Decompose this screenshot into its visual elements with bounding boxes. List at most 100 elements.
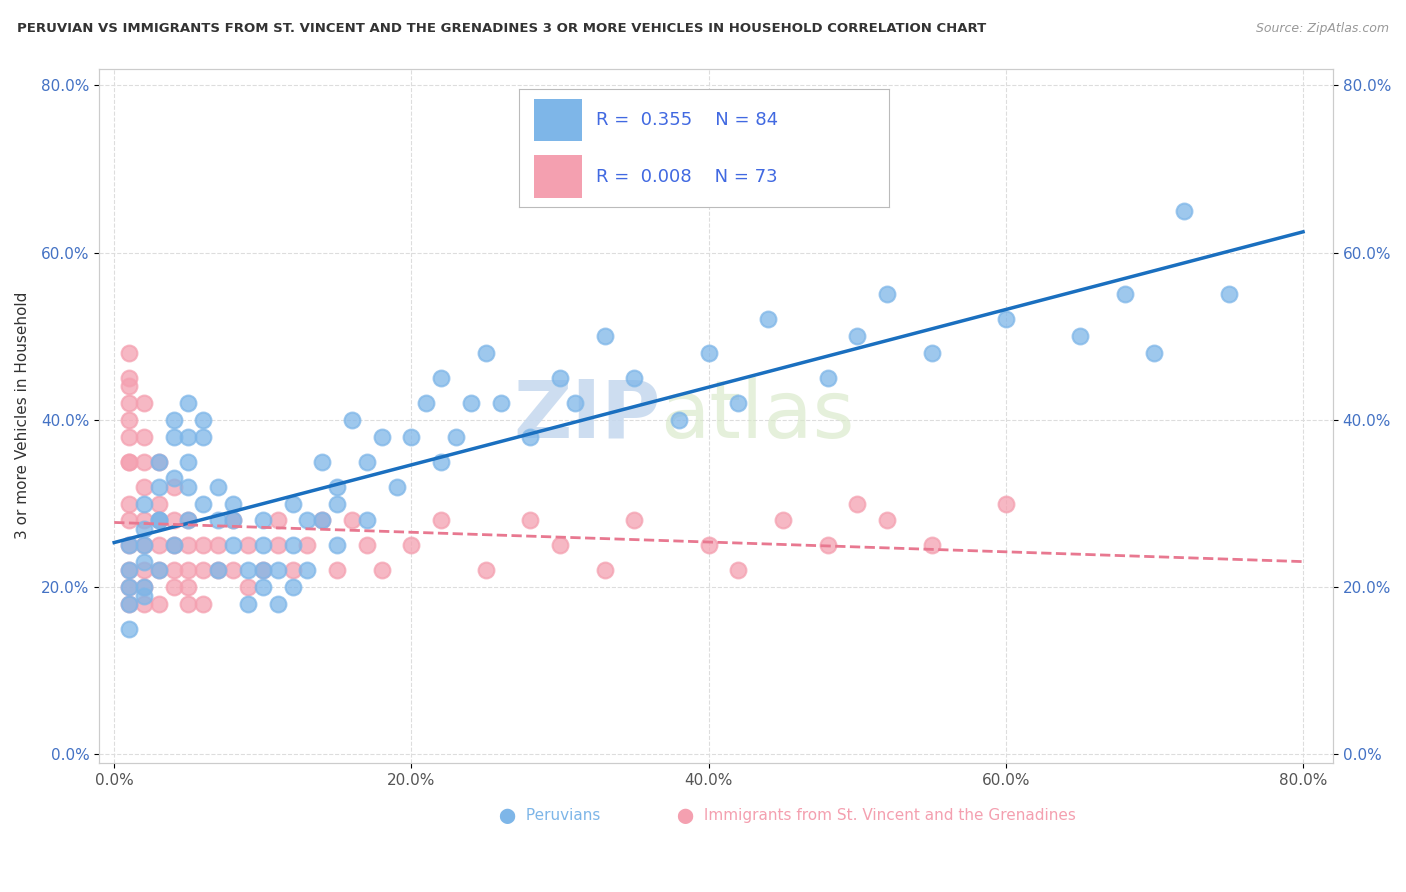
Point: [118, 564, 141, 578]
Point: [118, 396, 141, 410]
Text: ZIP: ZIP: [513, 376, 661, 455]
Point: [326, 496, 349, 510]
Point: [118, 346, 141, 360]
Point: [370, 429, 392, 443]
Point: [118, 496, 141, 510]
Point: [311, 455, 333, 469]
Point: [430, 513, 453, 527]
Point: [148, 597, 170, 611]
Point: [118, 371, 141, 385]
Point: [846, 496, 869, 510]
Point: [921, 346, 943, 360]
Point: [177, 513, 200, 527]
Point: [132, 396, 155, 410]
Point: [118, 597, 141, 611]
Point: [994, 496, 1017, 510]
Point: [207, 538, 229, 552]
Point: [162, 564, 184, 578]
Point: [193, 413, 215, 427]
Point: [162, 538, 184, 552]
Point: [162, 471, 184, 485]
Point: [148, 564, 170, 578]
Point: [668, 413, 690, 427]
Point: [162, 480, 184, 494]
Point: [177, 429, 200, 443]
Point: [236, 564, 259, 578]
Point: [193, 429, 215, 443]
Point: [132, 580, 155, 594]
Point: [252, 580, 274, 594]
Point: [222, 496, 245, 510]
Text: ⬤  Immigrants from St. Vincent and the Grenadines: ⬤ Immigrants from St. Vincent and the Gr…: [676, 808, 1076, 824]
Point: [222, 513, 245, 527]
Point: [148, 513, 170, 527]
Point: [118, 455, 141, 469]
Point: [297, 513, 319, 527]
Point: [132, 597, 155, 611]
Point: [162, 580, 184, 594]
Point: [921, 538, 943, 552]
Point: [177, 597, 200, 611]
Y-axis label: 3 or more Vehicles in Household: 3 or more Vehicles in Household: [15, 292, 30, 540]
Point: [118, 622, 141, 636]
Point: [148, 455, 170, 469]
Point: [118, 580, 141, 594]
Point: [236, 580, 259, 594]
Point: [132, 555, 155, 569]
Point: [326, 480, 349, 494]
Point: [356, 538, 378, 552]
Point: [132, 496, 155, 510]
Text: ⬤  Peruvians: ⬤ Peruvians: [499, 808, 600, 824]
Point: [697, 346, 720, 360]
Point: [193, 496, 215, 510]
Point: [148, 455, 170, 469]
Point: [132, 564, 155, 578]
Point: [132, 429, 155, 443]
Point: [222, 513, 245, 527]
Point: [385, 480, 408, 494]
Point: [1114, 287, 1136, 301]
Point: [132, 580, 155, 594]
Point: [489, 396, 512, 410]
Point: [118, 455, 141, 469]
Point: [148, 513, 170, 527]
Point: [266, 597, 288, 611]
Point: [132, 538, 155, 552]
Point: [148, 480, 170, 494]
Point: [623, 513, 645, 527]
Point: [222, 564, 245, 578]
Point: [1143, 346, 1166, 360]
Point: [326, 538, 349, 552]
Point: [193, 564, 215, 578]
Point: [148, 564, 170, 578]
Point: [207, 564, 229, 578]
Point: [222, 538, 245, 552]
Point: [697, 538, 720, 552]
Text: atlas: atlas: [661, 376, 855, 455]
Point: [460, 396, 482, 410]
Point: [148, 538, 170, 552]
Point: [474, 564, 496, 578]
Point: [252, 538, 274, 552]
Point: [207, 564, 229, 578]
Text: PERUVIAN VS IMMIGRANTS FROM ST. VINCENT AND THE GRENADINES 3 OR MORE VEHICLES IN: PERUVIAN VS IMMIGRANTS FROM ST. VINCENT …: [17, 22, 986, 36]
Point: [193, 538, 215, 552]
Point: [281, 538, 304, 552]
Point: [430, 455, 453, 469]
Point: [415, 396, 437, 410]
Point: [252, 564, 274, 578]
Point: [148, 496, 170, 510]
Point: [1173, 203, 1195, 218]
Point: [401, 429, 423, 443]
Point: [311, 513, 333, 527]
Point: [118, 564, 141, 578]
Point: [623, 371, 645, 385]
Point: [193, 597, 215, 611]
Point: [817, 371, 839, 385]
Point: [118, 413, 141, 427]
Point: [177, 396, 200, 410]
Point: [132, 522, 155, 536]
Point: [252, 564, 274, 578]
Point: [727, 564, 749, 578]
Point: [162, 413, 184, 427]
